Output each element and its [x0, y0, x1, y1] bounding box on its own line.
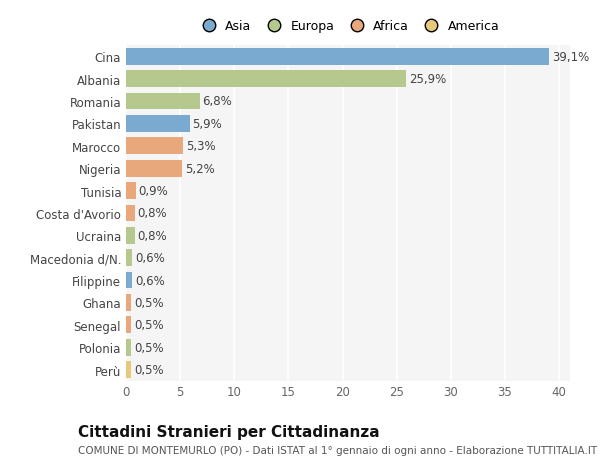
Bar — [126, 272, 133, 289]
Bar — [126, 138, 184, 155]
Text: 0,5%: 0,5% — [134, 341, 164, 354]
Legend: Asia, Europa, Africa, America: Asia, Europa, Africa, America — [191, 15, 505, 38]
Text: 0,8%: 0,8% — [137, 207, 167, 220]
Bar — [126, 160, 182, 177]
Text: 25,9%: 25,9% — [409, 73, 446, 86]
Bar — [126, 339, 131, 356]
Text: 5,2%: 5,2% — [185, 162, 215, 175]
Bar — [126, 250, 133, 267]
Text: 0,5%: 0,5% — [134, 364, 164, 376]
Text: 6,8%: 6,8% — [202, 95, 232, 108]
Text: COMUNE DI MONTEMURLO (PO) - Dati ISTAT al 1° gennaio di ogni anno - Elaborazione: COMUNE DI MONTEMURLO (PO) - Dati ISTAT a… — [78, 445, 597, 455]
Bar — [126, 183, 136, 200]
Bar — [126, 361, 131, 378]
Text: Cittadini Stranieri per Cittadinanza: Cittadini Stranieri per Cittadinanza — [78, 425, 380, 440]
Bar — [126, 227, 134, 244]
Bar — [126, 116, 190, 133]
Bar — [126, 294, 131, 311]
Text: 5,3%: 5,3% — [186, 140, 216, 153]
Bar — [126, 93, 200, 110]
Bar — [126, 71, 406, 88]
Text: 0,8%: 0,8% — [137, 230, 167, 242]
Text: 0,6%: 0,6% — [135, 274, 165, 287]
Text: 0,5%: 0,5% — [134, 297, 164, 309]
Text: 0,9%: 0,9% — [139, 185, 168, 197]
Text: 0,6%: 0,6% — [135, 252, 165, 264]
Bar — [126, 317, 131, 334]
Bar — [126, 205, 134, 222]
Text: 0,5%: 0,5% — [134, 319, 164, 331]
Bar — [126, 49, 550, 66]
Text: 5,9%: 5,9% — [193, 118, 223, 130]
Text: 39,1%: 39,1% — [552, 50, 589, 63]
